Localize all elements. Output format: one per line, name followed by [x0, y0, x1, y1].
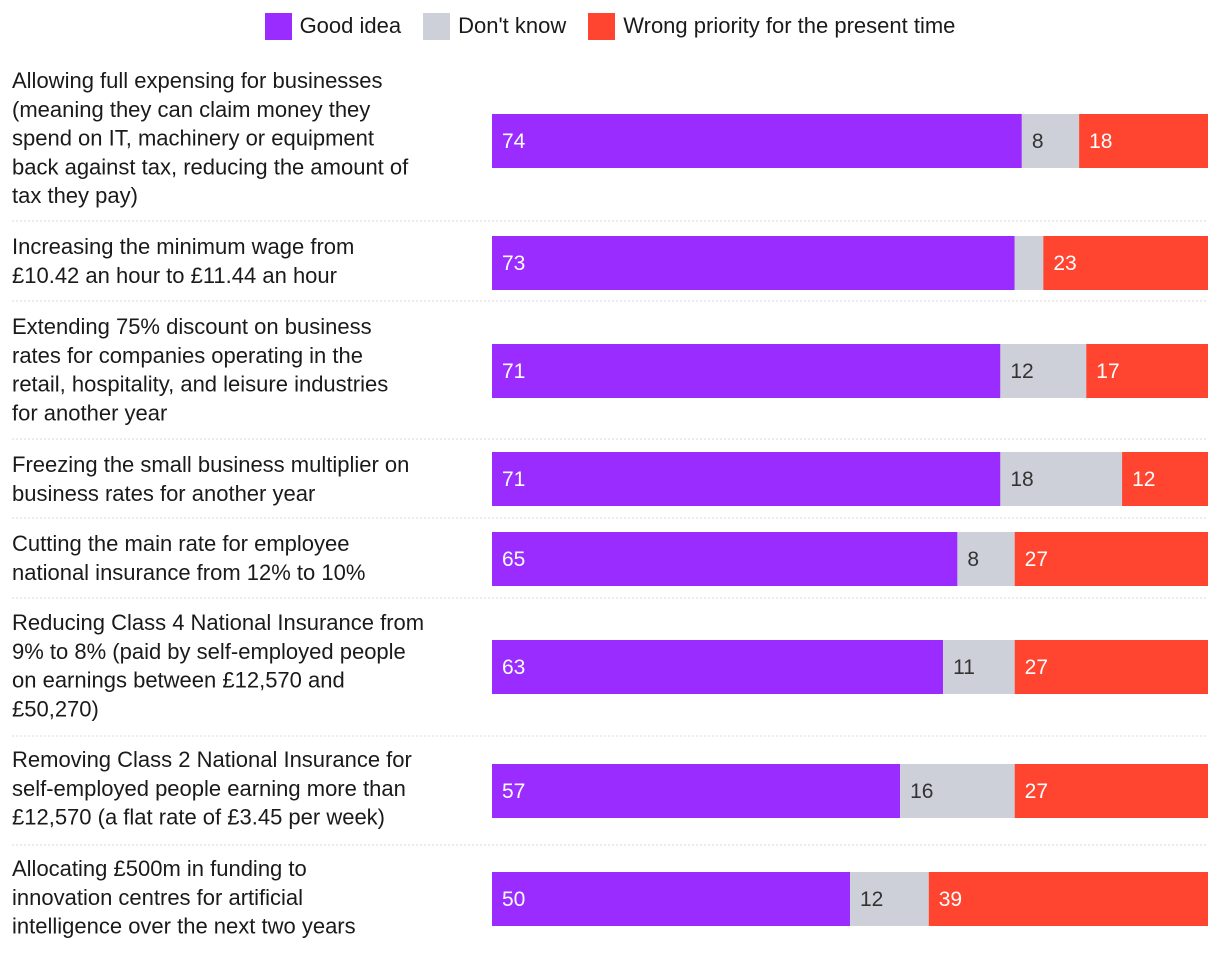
value-label-wrong-priority-minimum-wage: 23: [1053, 252, 1076, 275]
bar-wrong-priority-ai-innovation-funding: [928, 872, 1208, 926]
row-label-line: innovation centres for artificial: [12, 885, 303, 910]
legend-swatch-wrong-priority: [588, 12, 616, 40]
row-label-line: £12,570 (a flat rate of £3.45 per week): [12, 805, 385, 830]
value-label-dont-know-class-4-ni: 11: [953, 656, 975, 679]
bar-dont-know-class-2-ni: [900, 764, 1015, 818]
row-label-line: on earnings between £12,570 and: [12, 668, 345, 693]
value-label-dont-know-class-2-ni: 16: [910, 780, 933, 803]
value-label-good-idea-class-2-ni: 57: [502, 780, 525, 803]
row-label-line: national insurance from 12% to 10%: [12, 560, 365, 585]
row-label-employee-ni: Cutting the main rate for employee nation…: [12, 531, 365, 585]
bar-wrong-priority-business-rates-discount: [1086, 344, 1208, 398]
legend-label-dont-know: Don't know: [458, 13, 567, 38]
bar-wrong-priority-class-4-ni: [1014, 640, 1208, 694]
bar-good-idea-class-2-ni: [492, 764, 901, 818]
value-label-wrong-priority-business-rates-discount: 17: [1096, 360, 1119, 383]
bar-wrong-priority-class-2-ni: [1014, 764, 1208, 818]
bar-good-idea-class-4-ni: [492, 640, 944, 694]
row-label-class-4-ni: Reducing Class 4 National Insurance from…: [12, 610, 424, 721]
bar-good-idea-employee-ni: [492, 532, 958, 586]
bar-wrong-priority-full-expensing: [1079, 114, 1208, 168]
value-label-good-idea-class-4-ni: 63: [502, 656, 525, 679]
value-label-wrong-priority-small-business-multiplier: 12: [1132, 468, 1155, 491]
row-label-line: business rates for another year: [12, 481, 315, 506]
bar-dont-know-small-business-multiplier: [1000, 452, 1123, 506]
row-label-class-2-ni: Removing Class 2 National Insurance for s…: [12, 747, 412, 830]
row-label-line: 9% to 8% (paid by self-employed people: [12, 639, 406, 664]
legend-label-wrong-priority: Wrong priority for the present time: [623, 13, 956, 38]
row-label-line: Extending 75% discount on business: [12, 314, 372, 339]
legend-swatch-dont-know: [423, 12, 451, 40]
row-label-line: Increasing the minimum wage from: [12, 234, 354, 259]
value-label-wrong-priority-ai-innovation-funding: 39: [939, 888, 962, 911]
legend: Good idea Don't know Wrong priority for …: [0, 8, 1220, 44]
value-label-wrong-priority-class-4-ni: 27: [1025, 656, 1048, 679]
row-label-line: Reducing Class 4 National Insurance from: [12, 610, 424, 635]
bar-dont-know-class-4-ni: [943, 640, 1015, 694]
legend-item-good-idea: Good idea: [264, 12, 402, 40]
row-label-line: Allowing full expensing for businesses: [12, 68, 383, 93]
value-label-dont-know-full-expensing: 8: [1032, 130, 1044, 153]
value-label-good-idea-minimum-wage: 73: [502, 252, 525, 275]
row-label-line: Removing Class 2 National Insurance for: [12, 747, 412, 772]
row-label-business-rates-discount: Extending 75% discount on business rates …: [12, 314, 388, 425]
row-label-line: (meaning they can claim money they: [12, 97, 370, 122]
bar-wrong-priority-small-business-multiplier: [1122, 452, 1208, 506]
row-label-line: Allocating £500m in funding to: [12, 856, 307, 881]
value-label-good-idea-full-expensing: 74: [502, 130, 526, 153]
row-label-line: Freezing the small business multiplier o…: [12, 452, 409, 477]
bar-good-idea-full-expensing: [492, 114, 1022, 168]
bar-dont-know-employee-ni: [957, 532, 1015, 586]
row-label-line: £50,270): [12, 696, 99, 721]
bar-good-idea-business-rates-discount: [492, 344, 1001, 398]
bar-good-idea-minimum-wage: [492, 236, 1015, 290]
row-label-line: rates for companies operating in the: [12, 343, 363, 368]
value-label-dont-know-small-business-multiplier: 18: [1010, 468, 1033, 491]
value-label-good-idea-employee-ni: 65: [502, 548, 525, 571]
value-label-wrong-priority-class-2-ni: 27: [1025, 780, 1048, 803]
legend-item-dont-know: Don't know: [423, 12, 567, 40]
bar-wrong-priority-minimum-wage: [1043, 236, 1208, 290]
value-label-wrong-priority-full-expensing: 18: [1089, 130, 1112, 153]
legend-swatch-good-idea: [264, 12, 292, 40]
bar-good-idea-ai-innovation-funding: [492, 872, 850, 926]
row-label-line: intelligence over the next two years: [12, 914, 356, 939]
row-label-full-expensing: Allowing full expensing for businesses (m…: [12, 68, 409, 208]
row-label-small-business-multiplier: Freezing the small business multiplier o…: [12, 452, 409, 506]
value-label-good-idea-ai-innovation-funding: 50: [502, 888, 525, 911]
row-label-line: back against tax, reducing the amount of: [12, 154, 409, 179]
row-label-ai-innovation-funding: Allocating £500m in funding to innovation…: [12, 856, 356, 939]
value-label-dont-know-business-rates-discount: 12: [1010, 360, 1033, 383]
value-label-good-idea-small-business-multiplier: 71: [502, 468, 525, 491]
row-label-line: Cutting the main rate for employee: [12, 531, 350, 556]
row-label-line: tax they pay): [12, 183, 138, 208]
legend-label-good-idea: Good idea: [299, 13, 402, 38]
row-label-minimum-wage: Increasing the minimum wage from £10.42 a…: [12, 234, 354, 288]
bar-dont-know-ai-innovation-funding: [850, 872, 929, 926]
row-label-line: self-employed people earning more than: [12, 776, 406, 801]
bar-dont-know-full-expensing: [1021, 114, 1080, 168]
row-label-line: £10.42 an hour to £11.44 an hour: [12, 263, 337, 288]
row-label-line: for another year: [12, 400, 167, 425]
value-label-dont-know-ai-innovation-funding: 12: [860, 888, 883, 911]
row-label-line: retail, hospitality, and leisure industr…: [12, 372, 388, 397]
bar-wrong-priority-employee-ni: [1014, 532, 1208, 586]
bar-dont-know-business-rates-discount: [1000, 344, 1087, 398]
bar-dont-know-minimum-wage: [1014, 236, 1044, 290]
row-label-line: spend on IT, machinery or equipment: [12, 126, 374, 151]
value-label-wrong-priority-employee-ni: 27: [1025, 548, 1048, 571]
bar-good-idea-small-business-multiplier: [492, 452, 1001, 506]
value-label-dont-know-employee-ni: 8: [967, 548, 979, 571]
legend-item-wrong-priority: Wrong priority for the present time: [588, 12, 956, 40]
value-label-good-idea-business-rates-discount: 71: [502, 360, 525, 383]
